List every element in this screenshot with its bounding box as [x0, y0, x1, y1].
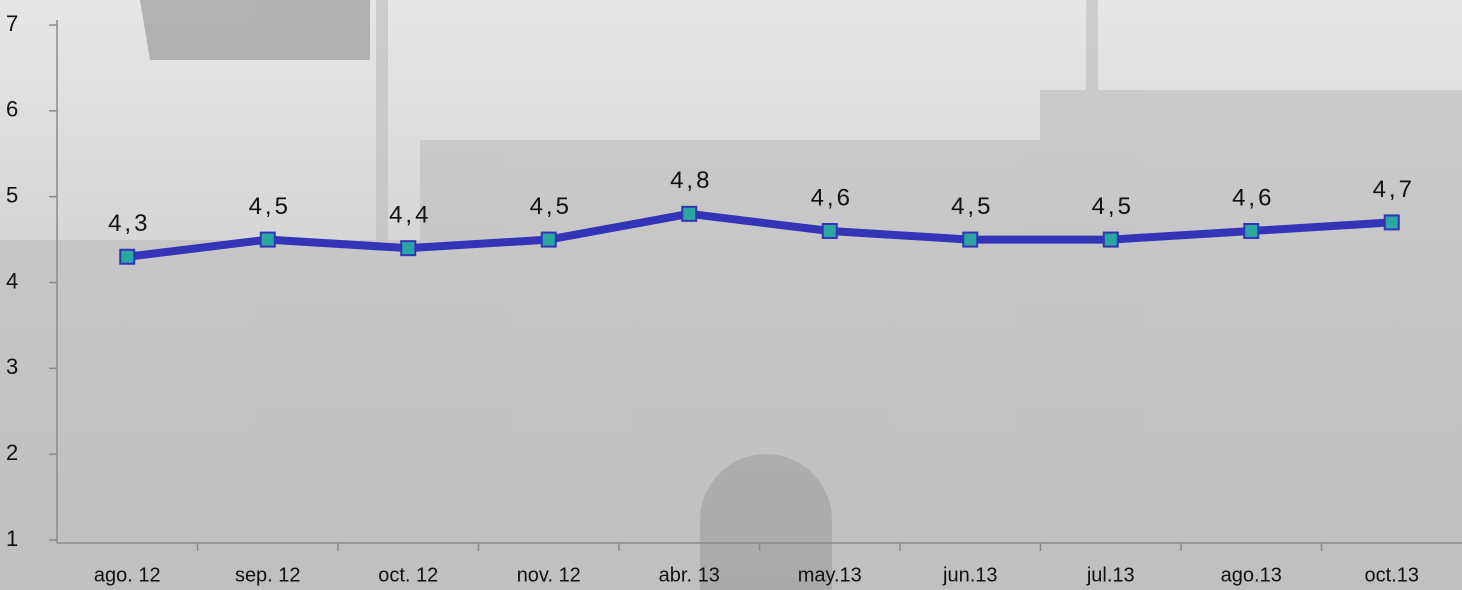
value-label: 4,8 [670, 167, 712, 194]
marker [681, 205, 698, 222]
x-tick-label: ago.13 [1221, 564, 1282, 586]
marker [962, 231, 979, 248]
x-tick-label: nov. 12 [517, 564, 581, 586]
x-tick-label: jun.13 [942, 564, 998, 586]
marker [259, 231, 276, 248]
marker [540, 231, 557, 248]
marker [1383, 214, 1400, 231]
marker [821, 223, 838, 239]
x-tick-label: sep. 12 [235, 564, 301, 586]
y-tick-label: 7 [6, 11, 18, 36]
y-tick-label: 6 [6, 97, 18, 122]
marker [119, 248, 136, 265]
y-tick-label: 3 [6, 354, 18, 379]
marker [1102, 231, 1119, 248]
x-tick-label: may.13 [798, 564, 862, 586]
value-label: 4,5 [1092, 193, 1134, 220]
value-label: 4,5 [249, 193, 291, 220]
x-tick-label: ago. 12 [94, 564, 161, 586]
x-tick-label: oct. 12 [378, 564, 438, 586]
value-label: 4,5 [530, 193, 572, 220]
x-tick-label: jul.13 [1086, 564, 1135, 586]
value-label: 4,3 [108, 210, 150, 237]
y-tick-label: 5 [6, 182, 18, 207]
marker [400, 240, 417, 257]
value-label: 4,6 [1232, 184, 1274, 211]
x-tick-label: oct.13 [1365, 564, 1419, 586]
x-tick-label: abr. 13 [659, 564, 720, 586]
value-label: 4,7 [1373, 176, 1415, 203]
value-label: 4,4 [389, 202, 431, 229]
value-label: 4,6 [811, 184, 853, 211]
y-tick-label: 2 [6, 440, 18, 465]
value-label: 4,5 [951, 193, 993, 220]
marker [1243, 223, 1260, 239]
y-tick-label: 1 [6, 526, 18, 551]
y-tick-label: 4 [6, 268, 18, 293]
line [126, 209, 1392, 261]
